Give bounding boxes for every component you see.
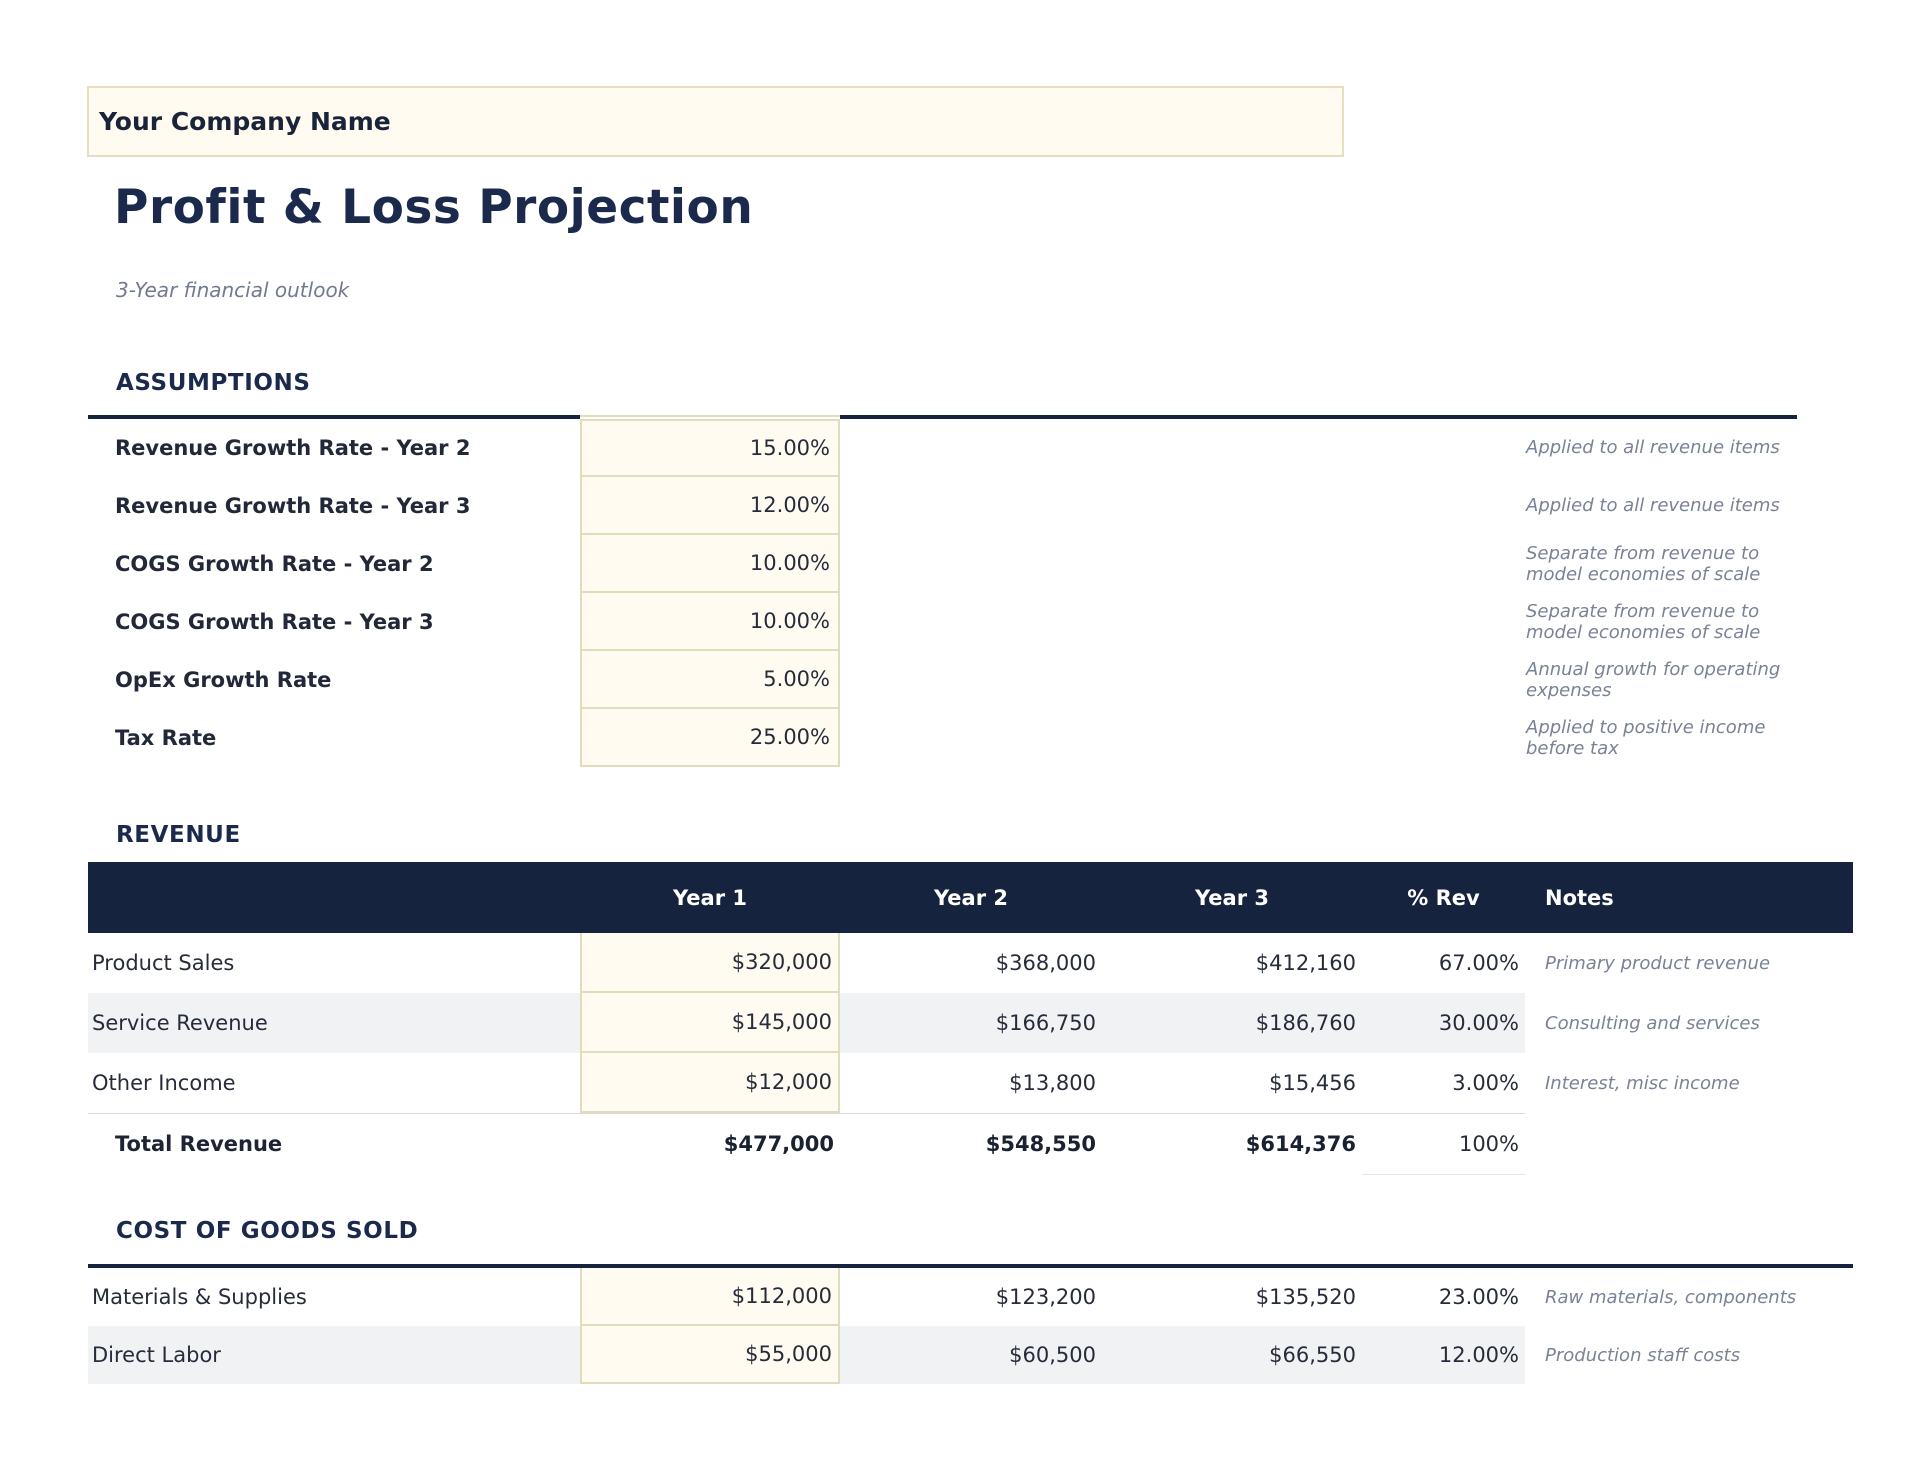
row-label: Other Income (92, 1071, 236, 1095)
year3-cell: $15,456 (1269, 1071, 1356, 1095)
table-row: Materials & Supplies $112,000 $123,200 $… (88, 1268, 1853, 1326)
row-label: Materials & Supplies (92, 1285, 307, 1309)
table-row: Other Income $12,000 $13,800 $15,456 3.0… (88, 1053, 1853, 1113)
year2-cell: $166,750 (995, 1011, 1096, 1035)
column-header-notes: Notes (1545, 885, 1614, 910)
table-row: COGS Growth Rate - Year 2 10.00% Separat… (88, 535, 1797, 593)
assumption-value-cell[interactable]: 12.00% (580, 477, 840, 535)
assumption-note: Applied to positive income before tax (1526, 716, 1766, 759)
assumption-note: Applied to all revenue items (1526, 495, 1780, 517)
column-header-year2: Year 2 (934, 885, 1008, 910)
year2-cell: $368,000 (995, 951, 1096, 975)
year3-cell: $186,760 (1255, 1011, 1356, 1035)
year3-cell: $412,160 (1255, 951, 1356, 975)
revenue-table-header: Year 1 Year 2 Year 3 % Rev Notes (88, 862, 1853, 933)
revenue-table: Year 1 Year 2 Year 3 % Rev Notes Product… (88, 862, 1853, 1175)
table-row: Direct Labor $55,000 $60,500 $66,550 12.… (88, 1326, 1853, 1384)
pct-cell-bottom-border (1362, 1174, 1525, 1175)
total-year1-cell: $477,000 (723, 1132, 834, 1156)
pct-rev-cell: 3.00% (1452, 1071, 1519, 1095)
year1-input-cell[interactable]: $12,000 (580, 1053, 840, 1113)
row-label: Service Revenue (92, 1011, 268, 1035)
page-title: Profit & Loss Projection (114, 180, 754, 235)
year2-cell: $60,500 (1009, 1343, 1096, 1367)
pct-rev-cell: 30.00% (1438, 1011, 1519, 1035)
column-header-year1: Year 1 (673, 885, 747, 910)
assumption-note: Annual growth for operating expenses (1526, 658, 1781, 701)
company-name-cell[interactable]: Your Company Name (87, 86, 1344, 157)
table-row: Revenue Growth Rate - Year 2 15.00% Appl… (88, 419, 1797, 477)
assumption-value-cell[interactable]: 5.00% (580, 651, 840, 709)
cogs-table: Materials & Supplies $112,000 $123,200 $… (88, 1264, 1853, 1384)
column-header-pct-rev: % Rev (1407, 885, 1480, 910)
assumption-note: Separate from revenue to model economies… (1526, 542, 1761, 585)
year1-input-cell[interactable]: $145,000 (580, 993, 840, 1053)
assumption-label: Revenue Growth Rate - Year 3 (115, 494, 471, 518)
pct-rev-cell: 12.00% (1438, 1343, 1519, 1367)
total-label: Total Revenue (115, 1132, 283, 1156)
cogs-top-border (88, 1264, 1853, 1268)
year3-cell: $66,550 (1269, 1343, 1356, 1367)
pct-rev-cell: 67.00% (1438, 951, 1519, 975)
assumption-label: Revenue Growth Rate - Year 2 (115, 436, 471, 460)
pct-rev-cell: 23.00% (1438, 1285, 1519, 1309)
total-row-top-border (88, 1113, 1525, 1114)
assumption-label: COGS Growth Rate - Year 2 (115, 552, 434, 576)
assumption-value-cell[interactable]: 10.00% (580, 593, 840, 651)
revenue-section-title: REVENUE (116, 822, 241, 848)
assumption-note: Separate from revenue to model economies… (1526, 600, 1761, 643)
assumptions-section-title: ASSUMPTIONS (116, 370, 311, 396)
row-note: Interest, misc income (1545, 1072, 1740, 1094)
column-header-year3: Year 3 (1195, 885, 1269, 910)
year1-input-cell[interactable]: $112,000 (580, 1268, 840, 1326)
row-label: Direct Labor (92, 1343, 221, 1367)
row-note: Primary product revenue (1545, 952, 1771, 974)
table-row: Revenue Growth Rate - Year 3 12.00% Appl… (88, 477, 1797, 535)
total-year3-cell: $614,376 (1245, 1132, 1356, 1156)
assumptions-top-border-middle (580, 415, 840, 417)
assumption-label: OpEx Growth Rate (115, 668, 332, 692)
total-pct-cell: 100% (1458, 1132, 1519, 1156)
table-row: Product Sales $320,000 $368,000 $412,160… (88, 933, 1853, 993)
table-row: Tax Rate 25.00% Applied to positive inco… (88, 709, 1797, 767)
table-row: Service Revenue $145,000 $166,750 $186,7… (88, 993, 1853, 1053)
row-note: Raw materials, components (1545, 1286, 1797, 1308)
year3-cell: $135,520 (1255, 1285, 1356, 1309)
year1-input-cell[interactable]: $55,000 (580, 1326, 840, 1384)
assumption-label: Tax Rate (115, 726, 217, 750)
table-row: OpEx Growth Rate 5.00% Annual growth for… (88, 651, 1797, 709)
assumption-note: Applied to all revenue items (1526, 437, 1780, 459)
assumptions-top-border-right (840, 415, 1797, 419)
assumption-value-cell[interactable]: 10.00% (580, 535, 840, 593)
table-row: COGS Growth Rate - Year 3 10.00% Separat… (88, 593, 1797, 651)
assumption-value-cell[interactable]: 15.00% (580, 419, 840, 477)
row-note: Production staff costs (1545, 1344, 1741, 1366)
assumptions-top-border-left (88, 415, 580, 419)
page-subtitle: 3-Year financial outlook (116, 278, 350, 302)
company-name-text: Your Company Name (99, 107, 391, 136)
cogs-section-title: COST OF GOODS SOLD (116, 1218, 419, 1244)
year2-cell: $123,200 (995, 1285, 1096, 1309)
assumption-value-cell[interactable]: 25.00% (580, 709, 840, 767)
year1-input-cell[interactable]: $320,000 (580, 933, 840, 993)
row-label: Product Sales (92, 951, 235, 975)
assumption-label: COGS Growth Rate - Year 3 (115, 610, 434, 634)
total-revenue-row: Total Revenue $477,000 $548,550 $614,376… (88, 1113, 1853, 1175)
year2-cell: $13,800 (1009, 1071, 1096, 1095)
assumptions-table: Revenue Growth Rate - Year 2 15.00% Appl… (88, 415, 1797, 767)
row-note: Consulting and services (1545, 1012, 1760, 1034)
total-year2-cell: $548,550 (985, 1132, 1096, 1156)
